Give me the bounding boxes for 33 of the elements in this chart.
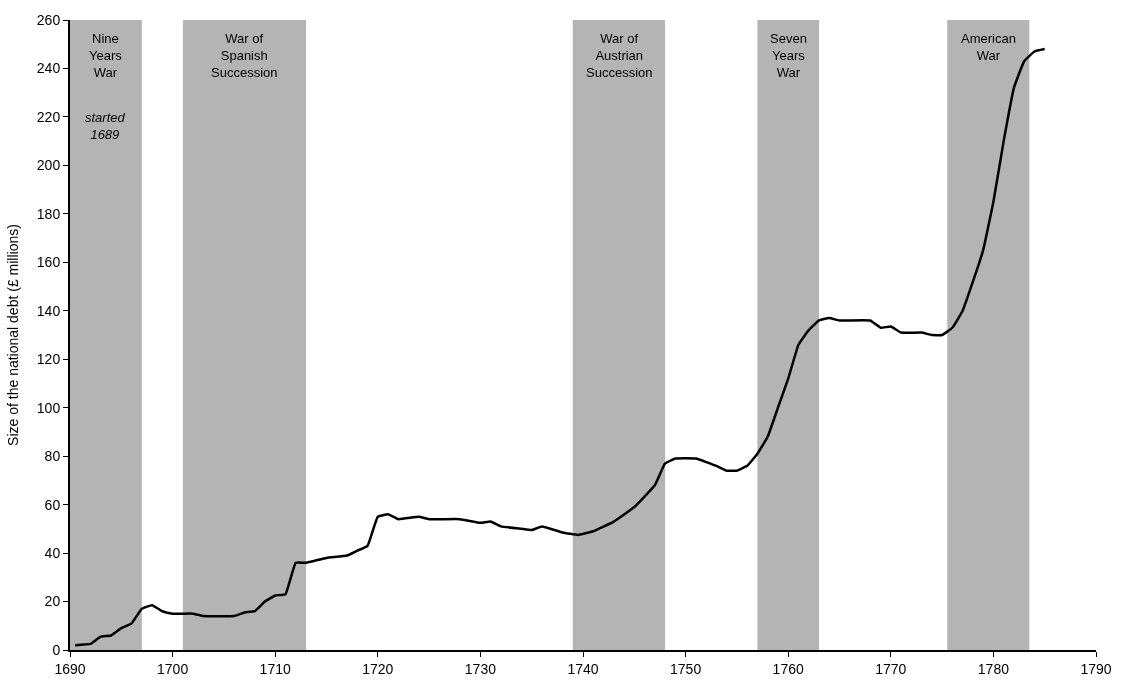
x-tick-label: 1760 [772,660,804,677]
y-tick-label: 240 [36,60,61,77]
x-tick-label: 1730 [464,660,497,677]
y-tick-label: 160 [36,254,61,271]
x-tick-label: 1720 [362,660,394,677]
x-tick-label: 1710 [259,660,291,677]
y-tick-label: 0 [52,641,61,658]
y-tick-label: 180 [36,205,61,222]
band-label: War of Austrian Succession [586,31,653,80]
y-tick-label: 140 [36,302,61,319]
band-label: War of Spanish Succession [211,31,278,80]
annotation: started 1689 [85,110,126,142]
x-tick-label: 1790 [1080,660,1112,677]
band-label: American War [961,31,1016,63]
y-tick-label: 60 [44,496,61,513]
line-series [73,47,1046,647]
x-tick-label: 1780 [977,660,1010,677]
y-tick-label: 260 [36,11,61,28]
y-tick-label: 220 [36,108,61,125]
y-tick-label: 80 [44,448,61,465]
x-tick-label: 1750 [670,660,702,677]
y-axis-title: Size of the national debt (£ millions) [4,224,21,446]
y-tick-label: 40 [44,544,61,561]
x-tick-label: 1700 [157,660,189,677]
y-tick-label: 120 [36,351,61,368]
x-tick-label: 1740 [567,660,599,677]
x-tick-label: 1690 [54,660,86,677]
band-label: Nine Years War [89,31,123,80]
y-tick-label: 20 [44,593,61,610]
x-tick-label: 1770 [875,660,907,677]
y-tick-label: 200 [36,157,61,174]
band-label: Seven Years War [770,31,807,80]
y-tick-label: 100 [36,399,61,416]
